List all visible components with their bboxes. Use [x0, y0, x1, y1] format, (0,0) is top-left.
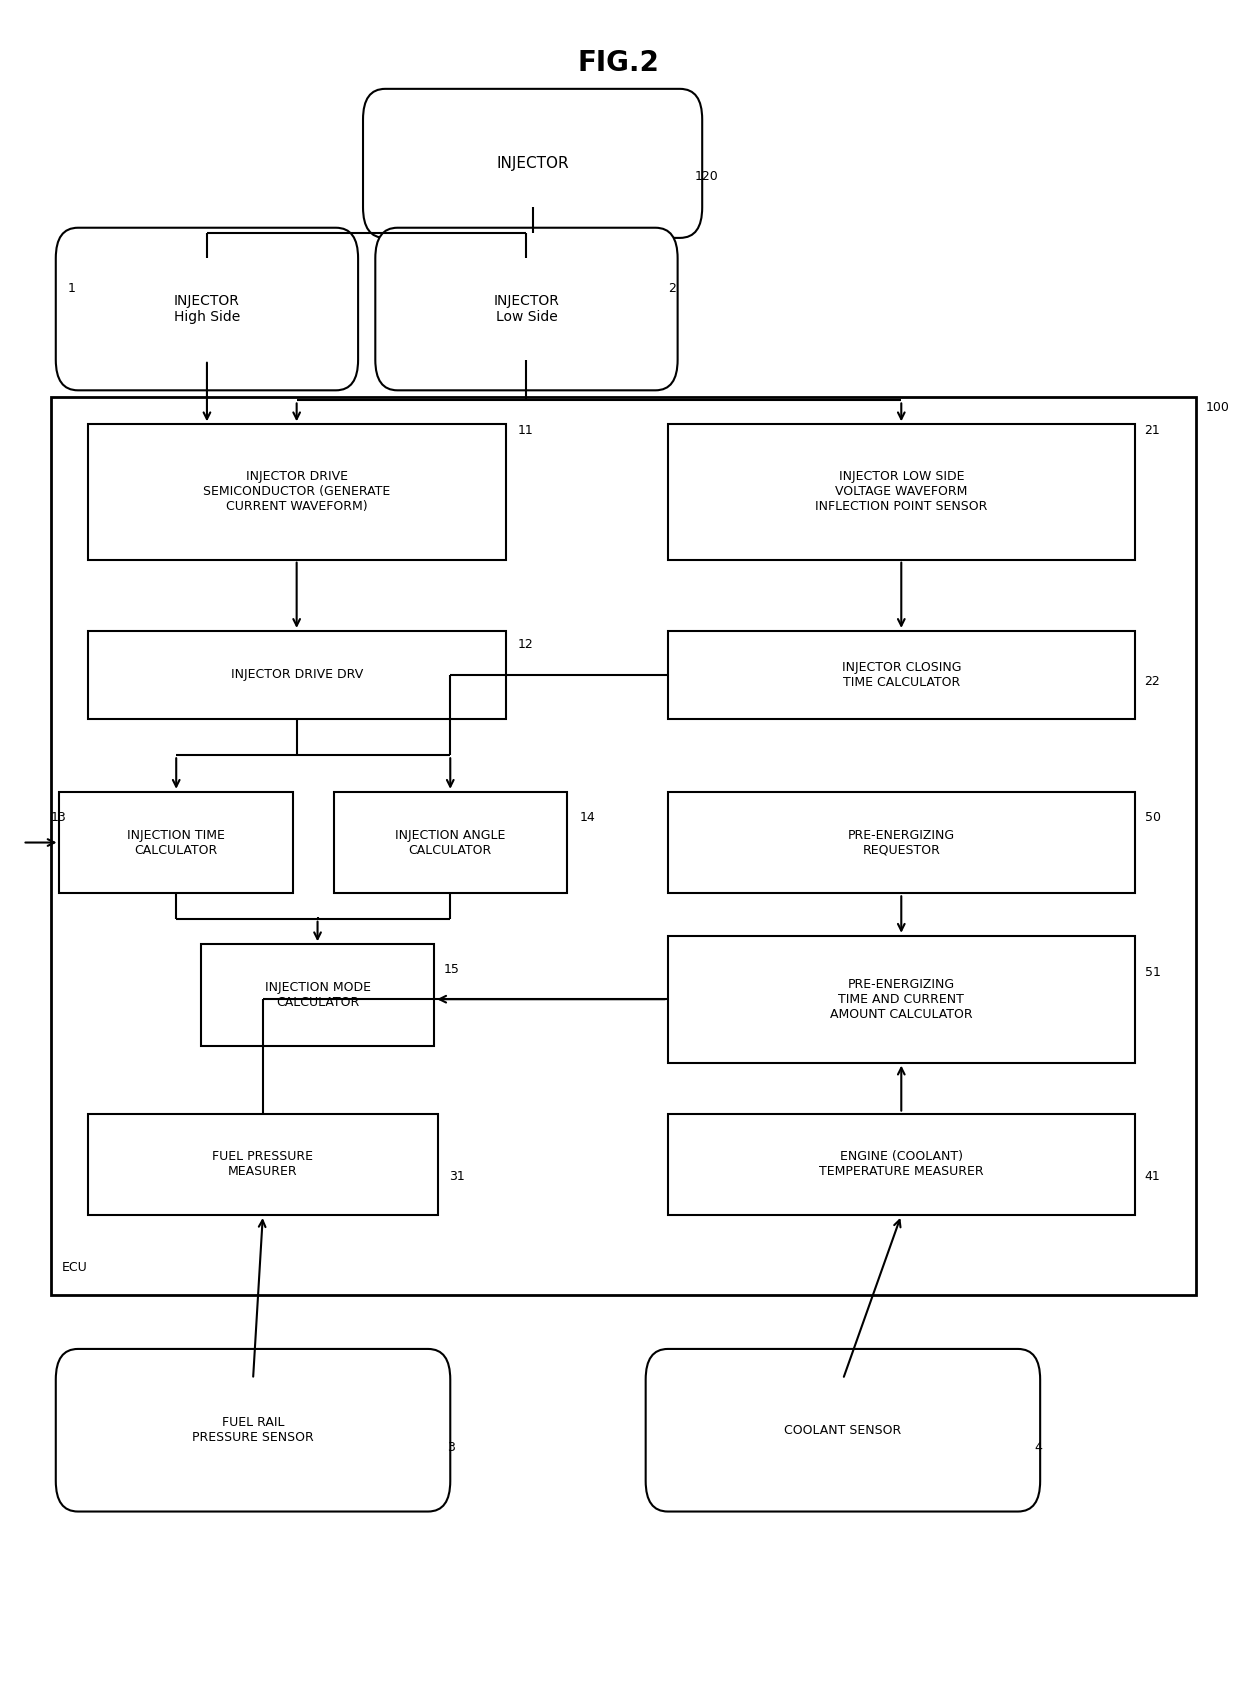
Text: 12: 12: [518, 638, 533, 650]
FancyBboxPatch shape: [646, 1350, 1040, 1511]
Text: INJECTOR
High Side: INJECTOR High Side: [174, 294, 241, 323]
Text: 21: 21: [1145, 424, 1161, 437]
Bar: [668, 424, 1135, 560]
Text: INJECTOR: INJECTOR: [496, 157, 569, 170]
Bar: [668, 631, 1135, 718]
Text: ECU: ECU: [62, 1261, 88, 1275]
Bar: [51, 397, 1197, 1295]
Text: PRE-ENERGIZING
REQUESTOR: PRE-ENERGIZING REQUESTOR: [848, 829, 955, 856]
Bar: [668, 1113, 1135, 1215]
Text: 41: 41: [1145, 1169, 1161, 1183]
Text: 51: 51: [1145, 967, 1161, 979]
Text: 120: 120: [694, 170, 718, 184]
Bar: [88, 424, 506, 560]
FancyBboxPatch shape: [363, 89, 702, 238]
Text: 100: 100: [1207, 400, 1230, 414]
Bar: [60, 791, 293, 894]
Text: FIG.2: FIG.2: [578, 49, 660, 78]
Bar: [668, 936, 1135, 1062]
Text: 2: 2: [668, 283, 676, 294]
Text: 4: 4: [1034, 1440, 1042, 1454]
Text: 11: 11: [518, 424, 533, 437]
Text: 1: 1: [68, 283, 76, 294]
Text: 15: 15: [444, 963, 460, 975]
Text: INJECTION TIME
CALCULATOR: INJECTION TIME CALCULATOR: [128, 829, 226, 856]
Bar: [334, 791, 567, 894]
Text: INJECTOR CLOSING
TIME CALCULATOR: INJECTOR CLOSING TIME CALCULATOR: [842, 660, 961, 689]
Text: 14: 14: [579, 810, 595, 824]
Bar: [88, 631, 506, 718]
Text: ENGINE (COOLANT)
TEMPERATURE MEASURER: ENGINE (COOLANT) TEMPERATURE MEASURER: [818, 1151, 983, 1178]
Text: 13: 13: [51, 810, 67, 824]
Text: 3: 3: [446, 1440, 454, 1454]
Text: PRE-ENERGIZING
TIME AND CURRENT
AMOUNT CALCULATOR: PRE-ENERGIZING TIME AND CURRENT AMOUNT C…: [830, 977, 972, 1021]
Text: INJECTOR DRIVE DRV: INJECTOR DRIVE DRV: [231, 669, 363, 681]
Text: INJECTOR
Low Side: INJECTOR Low Side: [494, 294, 559, 323]
Text: COOLANT SENSOR: COOLANT SENSOR: [784, 1425, 901, 1436]
Text: 31: 31: [449, 1169, 465, 1183]
Text: FUEL RAIL
PRESSURE SENSOR: FUEL RAIL PRESSURE SENSOR: [192, 1416, 314, 1445]
Text: INJECTION ANGLE
CALCULATOR: INJECTION ANGLE CALCULATOR: [396, 829, 506, 856]
Text: 22: 22: [1145, 676, 1161, 688]
Text: INJECTOR DRIVE
SEMICONDUCTOR (GENERATE
CURRENT WAVEFORM): INJECTOR DRIVE SEMICONDUCTOR (GENERATE C…: [203, 470, 391, 514]
FancyBboxPatch shape: [56, 228, 358, 390]
Bar: [668, 791, 1135, 894]
Text: 50: 50: [1145, 810, 1161, 824]
Text: FUEL PRESSURE
MEASURER: FUEL PRESSURE MEASURER: [212, 1151, 314, 1178]
FancyBboxPatch shape: [376, 228, 677, 390]
FancyBboxPatch shape: [56, 1350, 450, 1511]
Text: INJECTOR LOW SIDE
VOLTAGE WAVEFORM
INFLECTION POINT SENSOR: INJECTOR LOW SIDE VOLTAGE WAVEFORM INFLE…: [815, 470, 987, 514]
Text: INJECTION MODE
CALCULATOR: INJECTION MODE CALCULATOR: [264, 980, 371, 1009]
Bar: [201, 945, 434, 1045]
Bar: [88, 1113, 438, 1215]
